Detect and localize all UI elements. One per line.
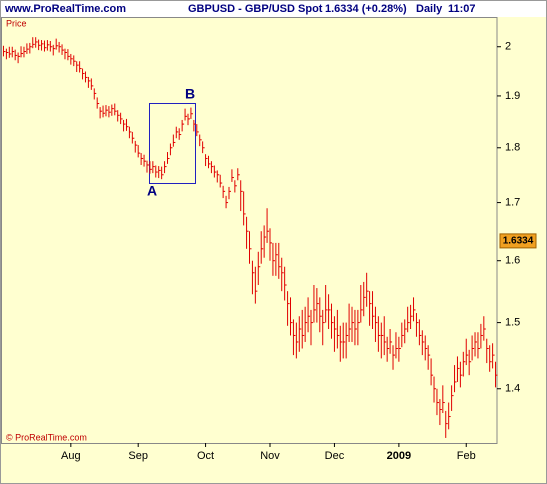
y-tick-label: 1.9 xyxy=(505,90,520,102)
y-tick-label: 1.4 xyxy=(505,383,520,395)
x-tick-label: Aug xyxy=(61,450,81,462)
site-link[interactable]: www.ProRealTime.com xyxy=(4,3,126,15)
y-tick-label: 1.8 xyxy=(505,142,520,154)
x-tick-label: Nov xyxy=(260,450,280,462)
period: Daily xyxy=(416,3,443,15)
copyright: © ProRealTime.com xyxy=(6,432,87,442)
quote: 1.6334 (+0.28%) xyxy=(325,3,407,15)
annotation-box xyxy=(149,103,196,184)
x-tick-label: Sep xyxy=(128,450,148,462)
plot-border xyxy=(1,17,498,444)
y-tick-label: 1.5 xyxy=(505,317,520,329)
last-price-label: 1.6334 xyxy=(503,236,534,247)
annotation-a: A xyxy=(147,183,157,199)
annotation-b: B xyxy=(185,86,195,102)
y-tick-label: 1.6 xyxy=(505,255,520,267)
y-axis-label: Price xyxy=(6,18,27,28)
y-tick-label: 1.7 xyxy=(505,196,520,208)
x-tick-label: Feb xyxy=(457,450,476,462)
x-tick-label: Dec xyxy=(325,450,345,462)
instrument: GBPUSD - GBP/USD Spot xyxy=(188,3,323,15)
x-tick-label: 2009 xyxy=(387,450,411,462)
x-tick-label: Oct xyxy=(197,450,214,462)
time: 11:07 xyxy=(448,3,476,15)
y-tick-label: 2 xyxy=(505,41,511,53)
last-price-tag xyxy=(499,233,537,249)
chart-background xyxy=(1,17,546,483)
